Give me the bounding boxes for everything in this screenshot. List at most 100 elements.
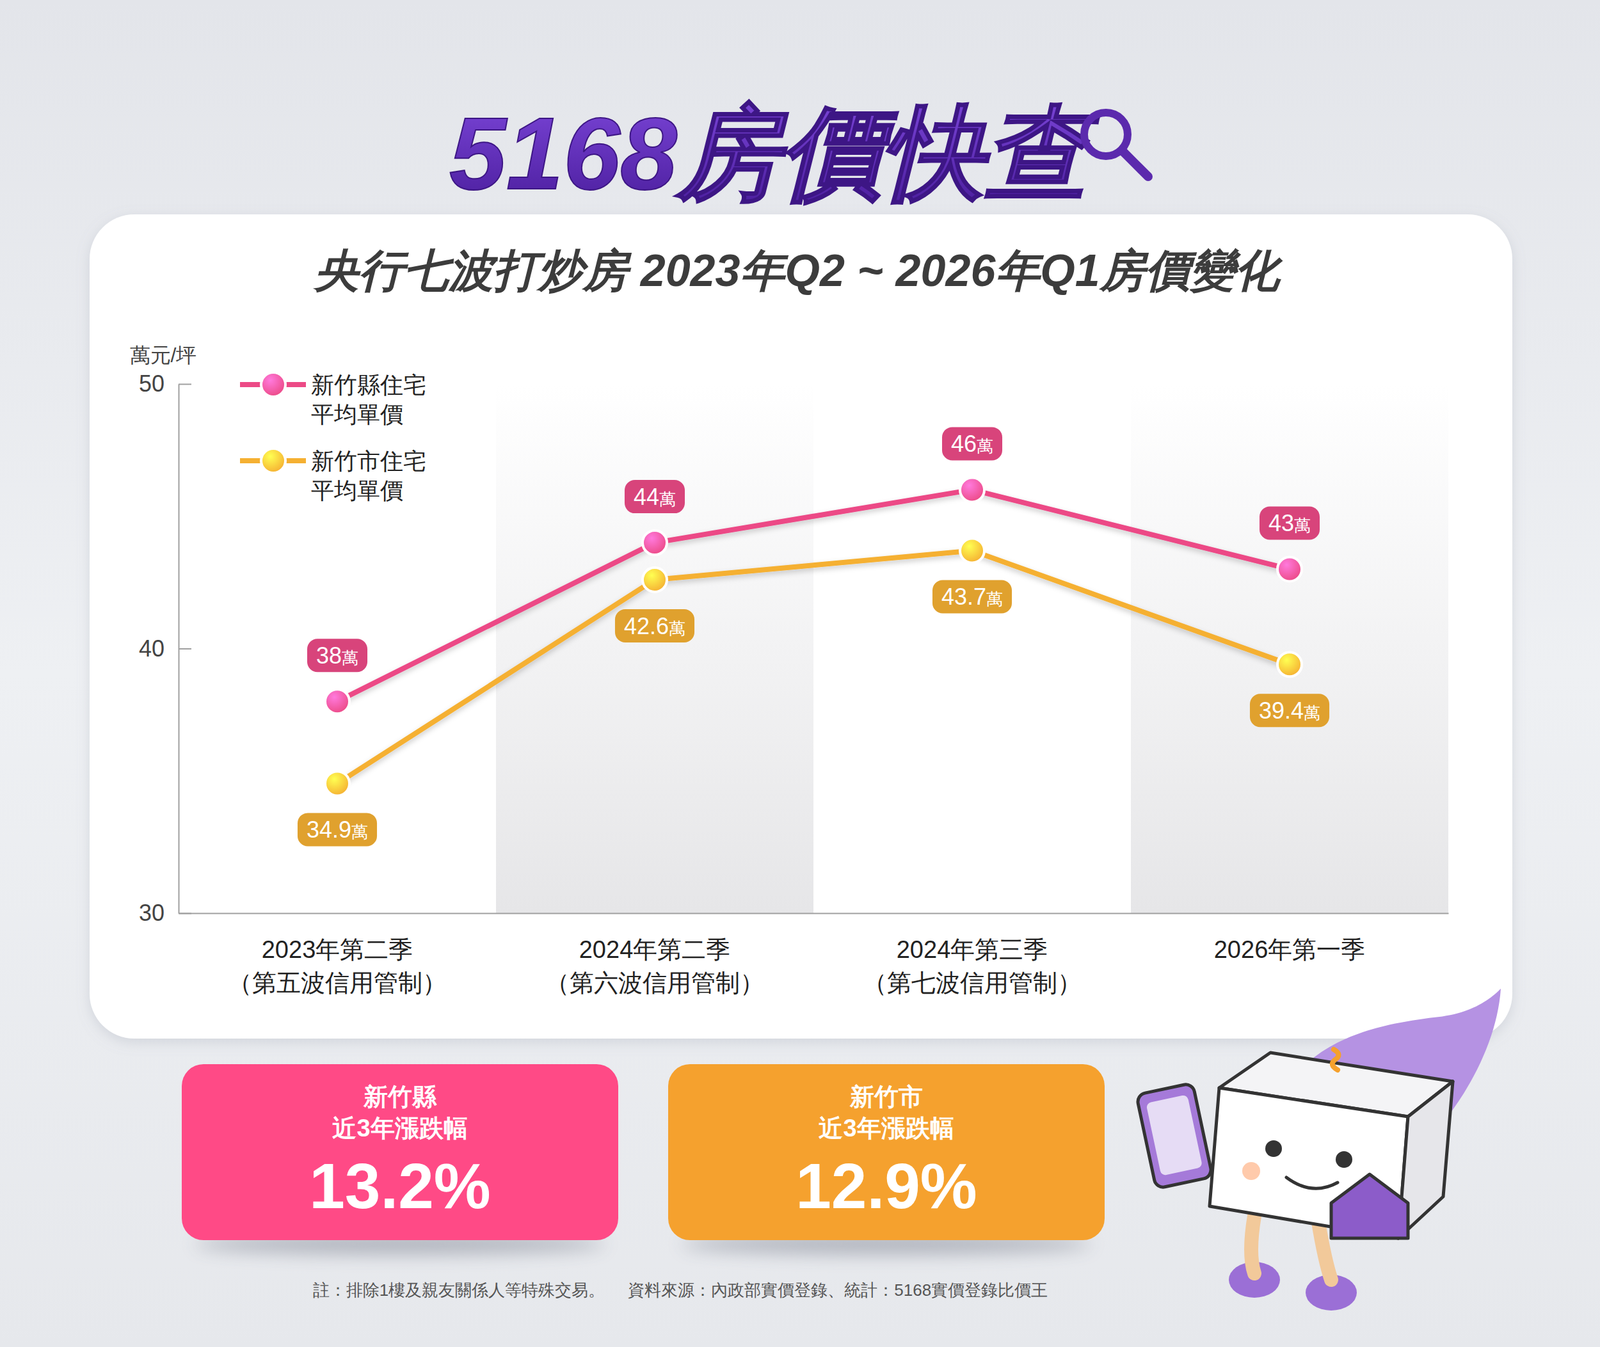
data-labels: 38萬44萬46萬43萬34.9萬42.6萬43.7萬39.4萬 [297,426,1330,847]
data-label-number: 46 [951,430,977,457]
summary-region: 新竹縣 [362,1083,438,1111]
summary-label: 近3年漲跌幅 [332,1114,468,1142]
mascot-phone [1136,1082,1213,1189]
data-label-number: 34.9 [306,816,352,843]
series-marker [325,689,350,714]
data-label: 43萬 [1259,506,1320,540]
chart-title: 央行七波打炒房 2023年Q2 ~ 2026年Q1房價變化 [312,245,1283,296]
x-tick: 2024年第三季 （第七波信用管制） [862,936,1082,997]
data-label-number: 38 [316,642,342,669]
x-tick-label-line: 2023年第二季 [261,936,414,964]
x-tick-label: 2024年第二季 （第六波信用管制） [545,936,765,997]
page: 5168房價快查央行七波打炒房 2023年Q2 ~ 2026年Q1房價變化 30 4… [0,0,1600,1347]
x-tick-label-line: （第六波信用管制） [545,969,765,997]
x-tick-label-line: 2024年第二季 [579,936,731,964]
series-line [337,551,1290,784]
data-label-unit: 萬 [1303,703,1321,723]
data-label-text: 43.7萬 [941,583,1003,610]
legend: 新竹縣住宅平均單價新竹市住宅平均單價 [240,371,427,504]
data-label-unit: 萬 [659,489,676,509]
footnote-part: 資料來源：內政部實價登錄、統計：5168實價登錄比價王 [627,1280,1048,1300]
data-label-text: 34.9萬 [306,816,368,843]
data-label-unit: 萬 [341,648,359,668]
data-label-text: 42.6萬 [624,613,686,640]
data-label-text: 39.4萬 [1258,697,1321,724]
data-label-pill [615,609,695,643]
data-label: 38萬 [307,638,368,672]
y-axis-title: 萬元/坪 [129,343,198,367]
column-bands [496,384,1449,914]
series-marker [960,477,985,502]
y-tick-label: 40 [138,635,165,662]
summary-label: 近3年漲跌幅 [818,1114,954,1142]
series-marker [960,538,985,564]
data-label-unit: 萬 [668,618,686,639]
x-tick-label-line: （第五波信用管制） [227,969,447,997]
background [0,0,1600,1347]
summary-box: 新竹縣近3年漲跌幅 13.2% [181,1064,619,1255]
data-label-number: 44 [633,483,660,511]
summary-value: 12.9% [795,1150,978,1222]
x-axis-line [179,913,1449,915]
summary-box: 新竹市近3年漲跌幅 12.9% [668,1064,1105,1255]
y-tick: 40 [138,635,192,662]
data-label: 46萬 [942,426,1003,461]
series-marker [1277,652,1302,677]
y-tick-label: 50 [138,370,165,397]
y-tick-mark [178,648,192,650]
summary-panel [668,1064,1105,1241]
legend-label-line: 平均單價 [311,477,404,504]
logo: 5168房價快查 [449,96,1101,211]
legend-label: 新竹縣住宅平均單價 [311,371,427,428]
data-label-pill [932,580,1012,614]
x-axis: 2023年第二季（第五波信用管制）2024年第二季（第六波信用管制）2024年第… [179,913,1449,998]
y-tick: 50 [138,370,192,397]
mascot-cheek [1242,1162,1261,1181]
x-tick: 2026年第一季 [1214,936,1366,964]
card [89,214,1513,1039]
data-label-number: 43 [1268,510,1295,537]
summary-value: 13.2% [309,1150,491,1222]
x-tick-label-line: 2026年第一季 [1214,936,1366,964]
x-tick-label: 2023年第二季 （第五波信用管制） [227,936,447,997]
x-tick-label: 2026年第一季 [1214,936,1366,964]
data-label-pill [624,480,685,514]
footnote-part: 註：排除1樓及親友關係人等特殊交易。 [312,1280,605,1300]
summary-panel [181,1064,619,1241]
data-label: 44萬 [624,480,685,514]
data-label-unit: 萬 [986,589,1003,609]
data-label-number: 43.7 [941,583,987,610]
summary: 新竹縣近3年漲跌幅 13.2% 新竹市近3年漲跌幅 12.9% [181,1064,1105,1255]
x-tick: 2023年第二季 （第五波信用管制） [227,936,447,997]
series-marker [1277,556,1302,582]
data-label-unit: 萬 [1294,515,1311,536]
mascot-front [1209,1088,1408,1239]
footnote: 註：排除1樓及親友關係人等特殊交易。 資料來源：內政部實價登錄、統計：5168實價… [312,1280,1048,1300]
column-band [1130,384,1449,914]
mascot-phone-screen [1145,1094,1203,1176]
data-label: 42.6萬 [615,609,695,643]
x-tick-label-line: （第七波信用管制） [862,969,1082,997]
mascot-coin-mark [1332,1049,1339,1071]
y-tick-label: 30 [138,899,165,927]
data-label-pill [1259,506,1320,540]
data-label: 43.7萬 [932,580,1012,614]
legend-entry: 新竹市住宅平均單價 [240,448,427,504]
plot-marks [325,477,1302,796]
series-marker [642,567,667,592]
data-label-unit: 萬 [976,436,994,456]
series-marker [325,771,350,796]
legend-label: 新竹市住宅平均單價 [311,448,427,504]
series-marker [642,530,667,555]
summary-region: 新竹市 [849,1083,923,1111]
mascot [1136,988,1501,1311]
legend-label-line: 新竹縣住宅 [311,371,427,399]
data-label-pill [307,638,368,672]
mascot-eye [1335,1151,1353,1168]
data-label-pill [297,812,377,847]
legend-entry: 新竹縣住宅平均單價 [240,371,427,428]
data-label-text: 38萬 [316,642,359,669]
x-tick-label-line: 2024年第三季 [896,936,1049,964]
data-label-pill [1249,693,1330,728]
x-tick: 2024年第二季 （第六波信用管制） [545,936,765,997]
